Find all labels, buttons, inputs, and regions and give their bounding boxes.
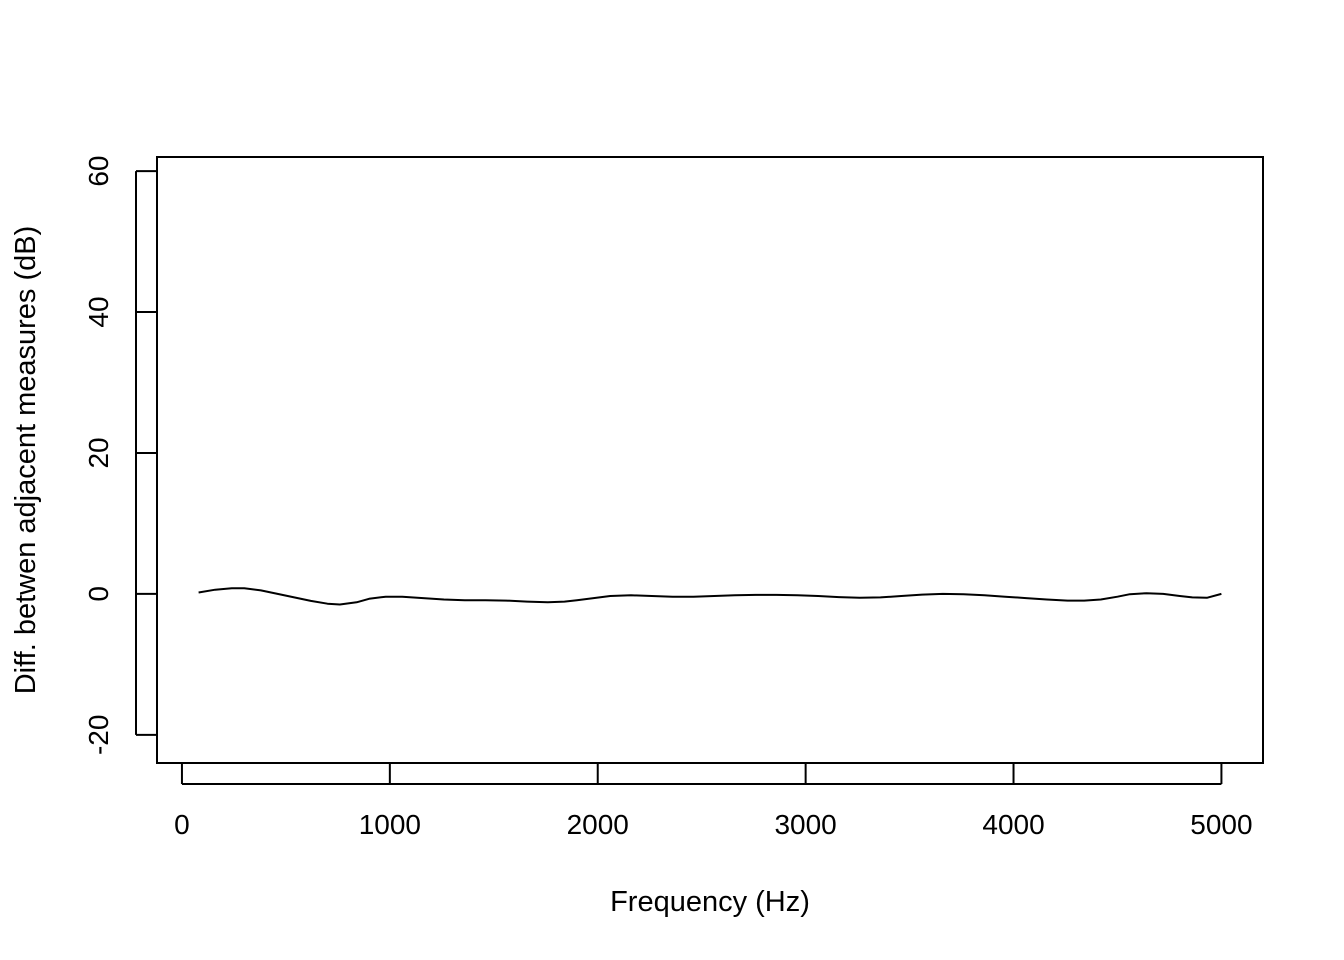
y-axis: -20 0 20 40 60	[83, 156, 156, 755]
x-axis-label: Frequency (Hz)	[610, 886, 810, 918]
x-tick-label: 1000	[359, 809, 421, 840]
y-tick-label: 0	[83, 586, 114, 602]
y-axis-label: Diff. betwen adjacent measures (dB)	[10, 226, 42, 695]
x-tick-label: 0	[174, 809, 190, 840]
series-line	[198, 587, 1222, 606]
x-tick-label: 3000	[774, 809, 836, 840]
x-tick-label: 5000	[1190, 809, 1252, 840]
y-tick-label: 40	[83, 296, 114, 327]
plot-box	[156, 156, 1264, 764]
y-tick-label: -20	[83, 715, 114, 755]
x-tick-label: 4000	[982, 809, 1044, 840]
x-tick-label: 2000	[567, 809, 629, 840]
y-tick-label: 20	[83, 437, 114, 468]
x-axis: 0 1000 2000 3000 4000 5000	[174, 764, 1253, 840]
series-layer	[198, 587, 1222, 606]
y-tick-label: 60	[83, 156, 114, 187]
